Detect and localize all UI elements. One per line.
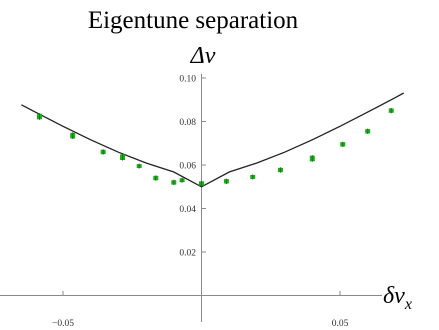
data-point <box>36 113 42 120</box>
data-point <box>223 178 229 184</box>
data-point <box>179 177 185 183</box>
data-point <box>340 141 346 148</box>
data-point <box>365 128 371 134</box>
y-tick-label: 0.08 <box>179 118 196 128</box>
data-points <box>36 107 394 187</box>
y-axis-ticks: 0.02 0.04 0.06 0.08 0.10 <box>179 75 206 259</box>
y-axis-label: Δν <box>190 43 216 69</box>
data-point <box>250 174 256 180</box>
y-tick-label: 0.06 <box>179 162 196 172</box>
x-axis-label-main: δν <box>383 283 405 309</box>
x-axis-label: δνx <box>383 283 412 313</box>
fit-curve <box>21 92 405 188</box>
data-point <box>136 163 142 169</box>
y-tick-label: 0.02 <box>179 249 196 259</box>
chart-title: Eigentune separation <box>88 7 299 34</box>
data-point <box>153 175 159 181</box>
data-point <box>388 107 394 114</box>
data-point <box>277 167 283 173</box>
x-tick-label: 0.05 <box>332 319 349 329</box>
x-axis-ticks: −0.05 0.05 <box>52 291 349 329</box>
data-point <box>120 153 126 161</box>
data-point <box>100 149 106 155</box>
x-axis-label-subscript: x <box>404 296 412 313</box>
data-point <box>309 155 315 162</box>
data-point <box>199 180 204 187</box>
x-tick-label: −0.05 <box>52 319 74 329</box>
data-point <box>70 132 76 139</box>
y-tick-label: 0.10 <box>179 75 196 85</box>
y-tick-label: 0.04 <box>179 205 196 215</box>
data-point <box>171 179 177 186</box>
